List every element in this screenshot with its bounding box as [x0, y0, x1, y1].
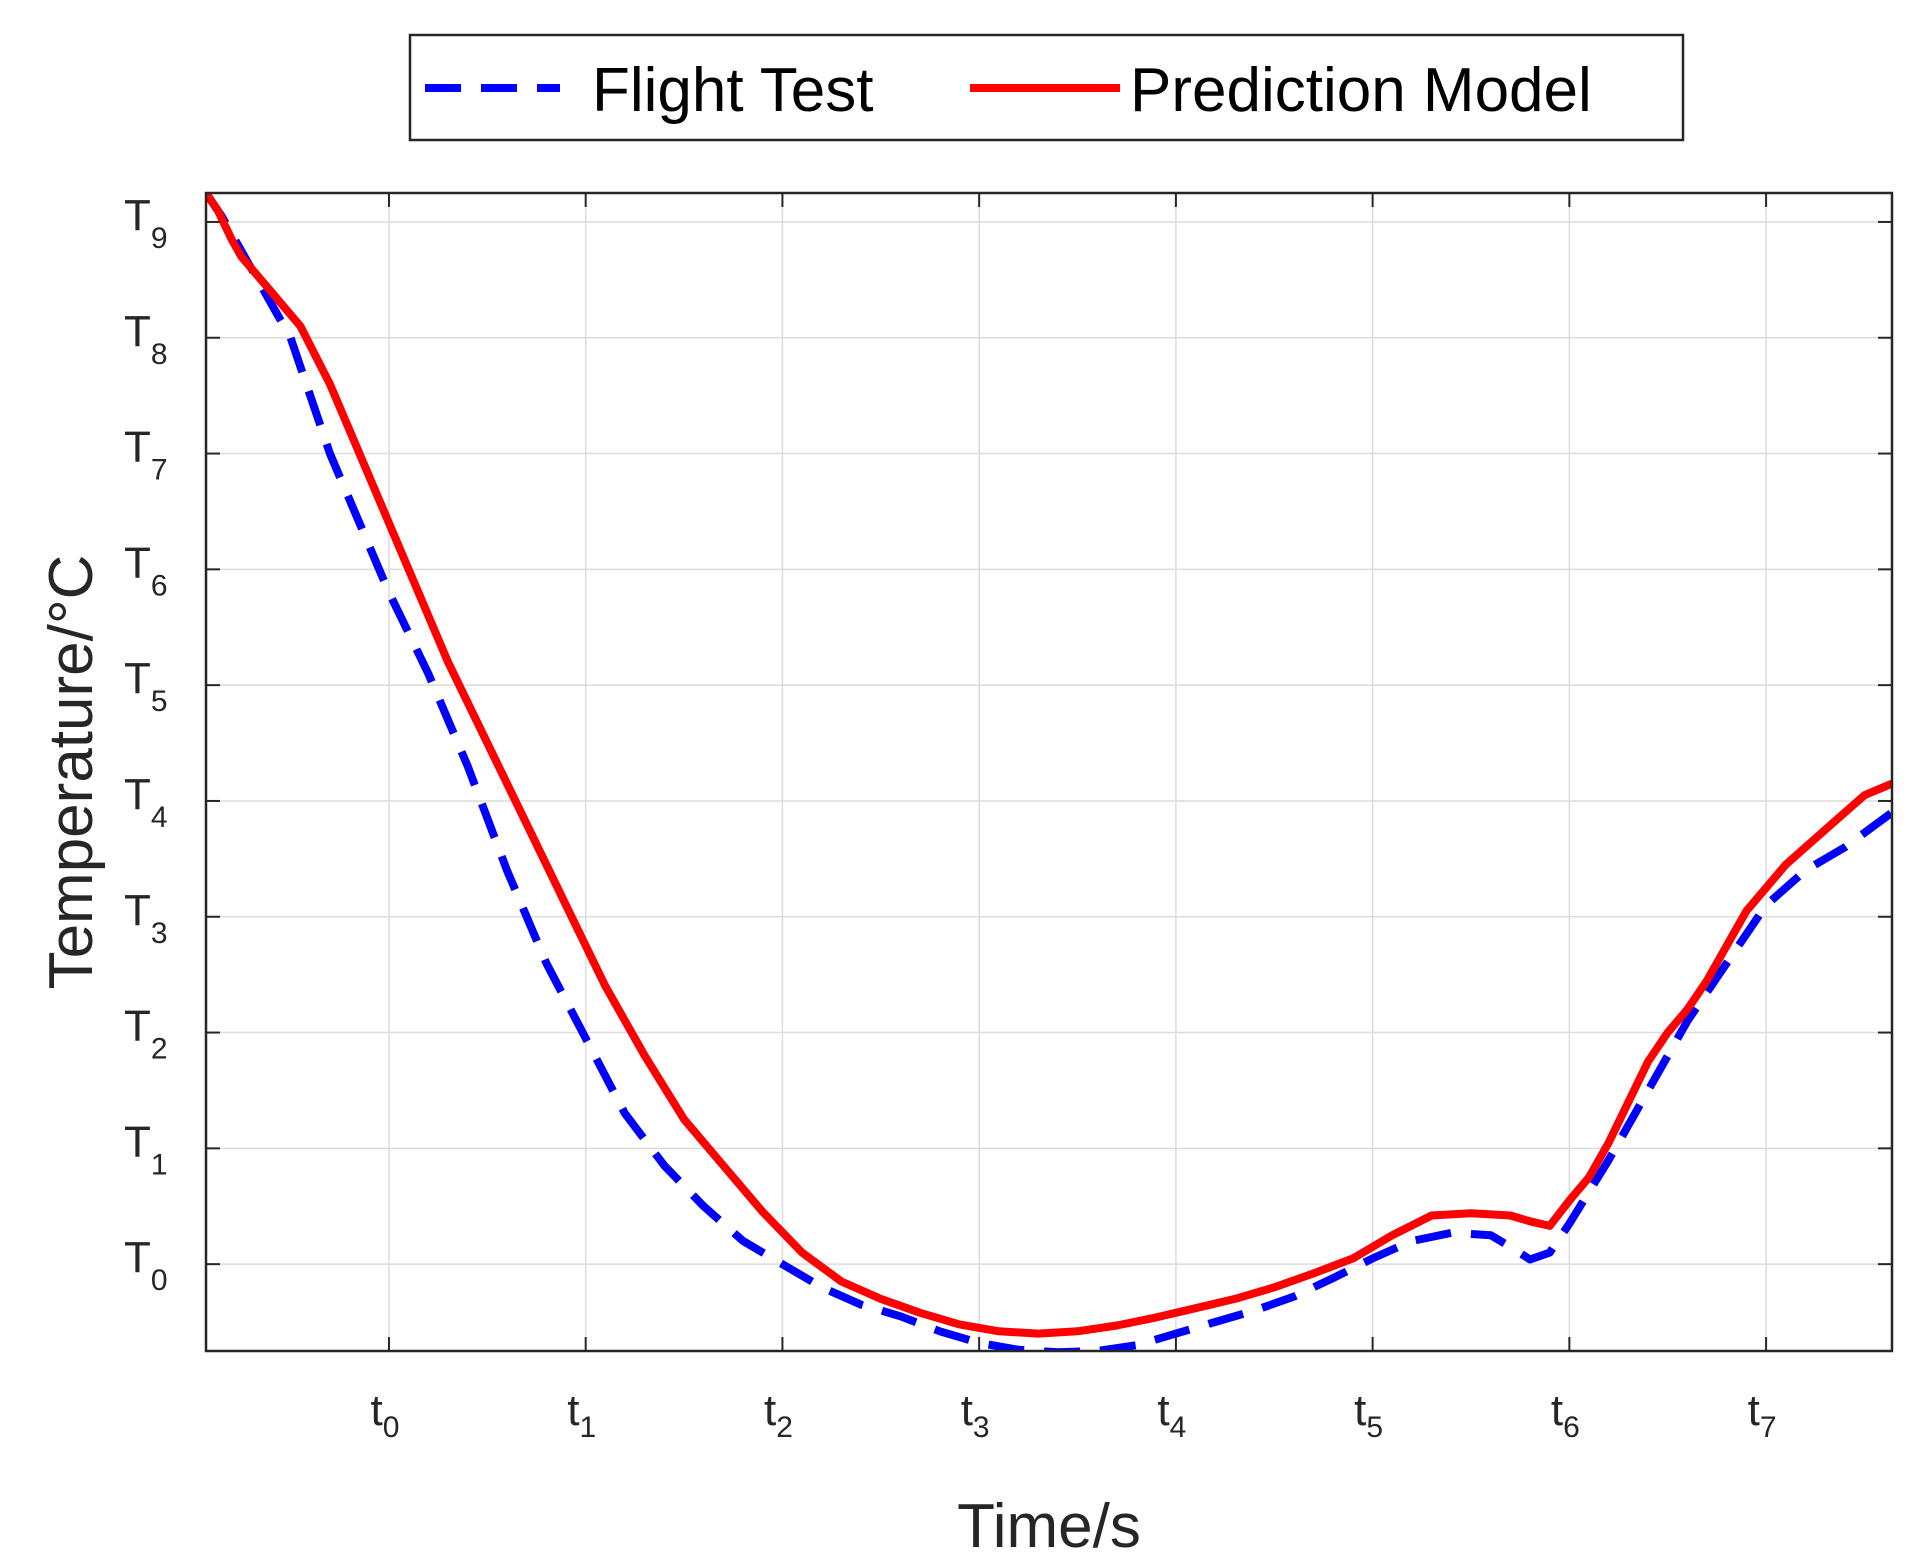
x-tick-label: t2	[764, 1386, 793, 1444]
legend-prediction-model-label: Prediction Model	[1130, 56, 1592, 125]
x-tick-label: t1	[567, 1386, 596, 1444]
plot-area-frame	[204, 191, 1894, 1353]
x-tick-label: t4	[1157, 1386, 1186, 1444]
y-tick-label: T0	[124, 1233, 168, 1297]
y-tick-label: T8	[124, 307, 168, 371]
series-line-flight-test	[206, 193, 1892, 1351]
legend-box	[408, 33, 1685, 142]
grid-lines	[206, 193, 1892, 1351]
y-tick-label: T2	[124, 1002, 168, 1066]
y-tick-label: T3	[124, 886, 168, 950]
x-tick-label: t5	[1354, 1386, 1383, 1444]
x-tick-label: t6	[1551, 1386, 1580, 1444]
y-tick-label: T1	[124, 1117, 168, 1181]
series-lines	[206, 193, 1892, 1351]
axis-ticks: t0 t1 t2 t3 t4 t5 t6 t7 T0 T1 T2 T3 T4 T5 T6 T7 T8 T9	[124, 191, 1892, 1444]
x-tick-label: t0	[371, 1386, 400, 1444]
series-line-prediction-model	[206, 193, 1892, 1338]
legend-flight-test-label: Flight Test	[592, 56, 873, 125]
x-tick-label: t7	[1748, 1386, 1777, 1444]
y-tick-label: T9	[124, 191, 168, 255]
x-axis-label: Time/s	[957, 1492, 1141, 1561]
y-tick-label: T7	[124, 423, 168, 487]
x-tick-label: t3	[961, 1386, 990, 1444]
y-axis-label: Temperature/°C	[37, 555, 106, 990]
y-tick-label: T6	[124, 538, 168, 602]
y-tick-label: T5	[124, 654, 168, 718]
legend: Flight Test Prediction Model	[408, 33, 1685, 142]
y-tick-label: T4	[124, 770, 168, 834]
